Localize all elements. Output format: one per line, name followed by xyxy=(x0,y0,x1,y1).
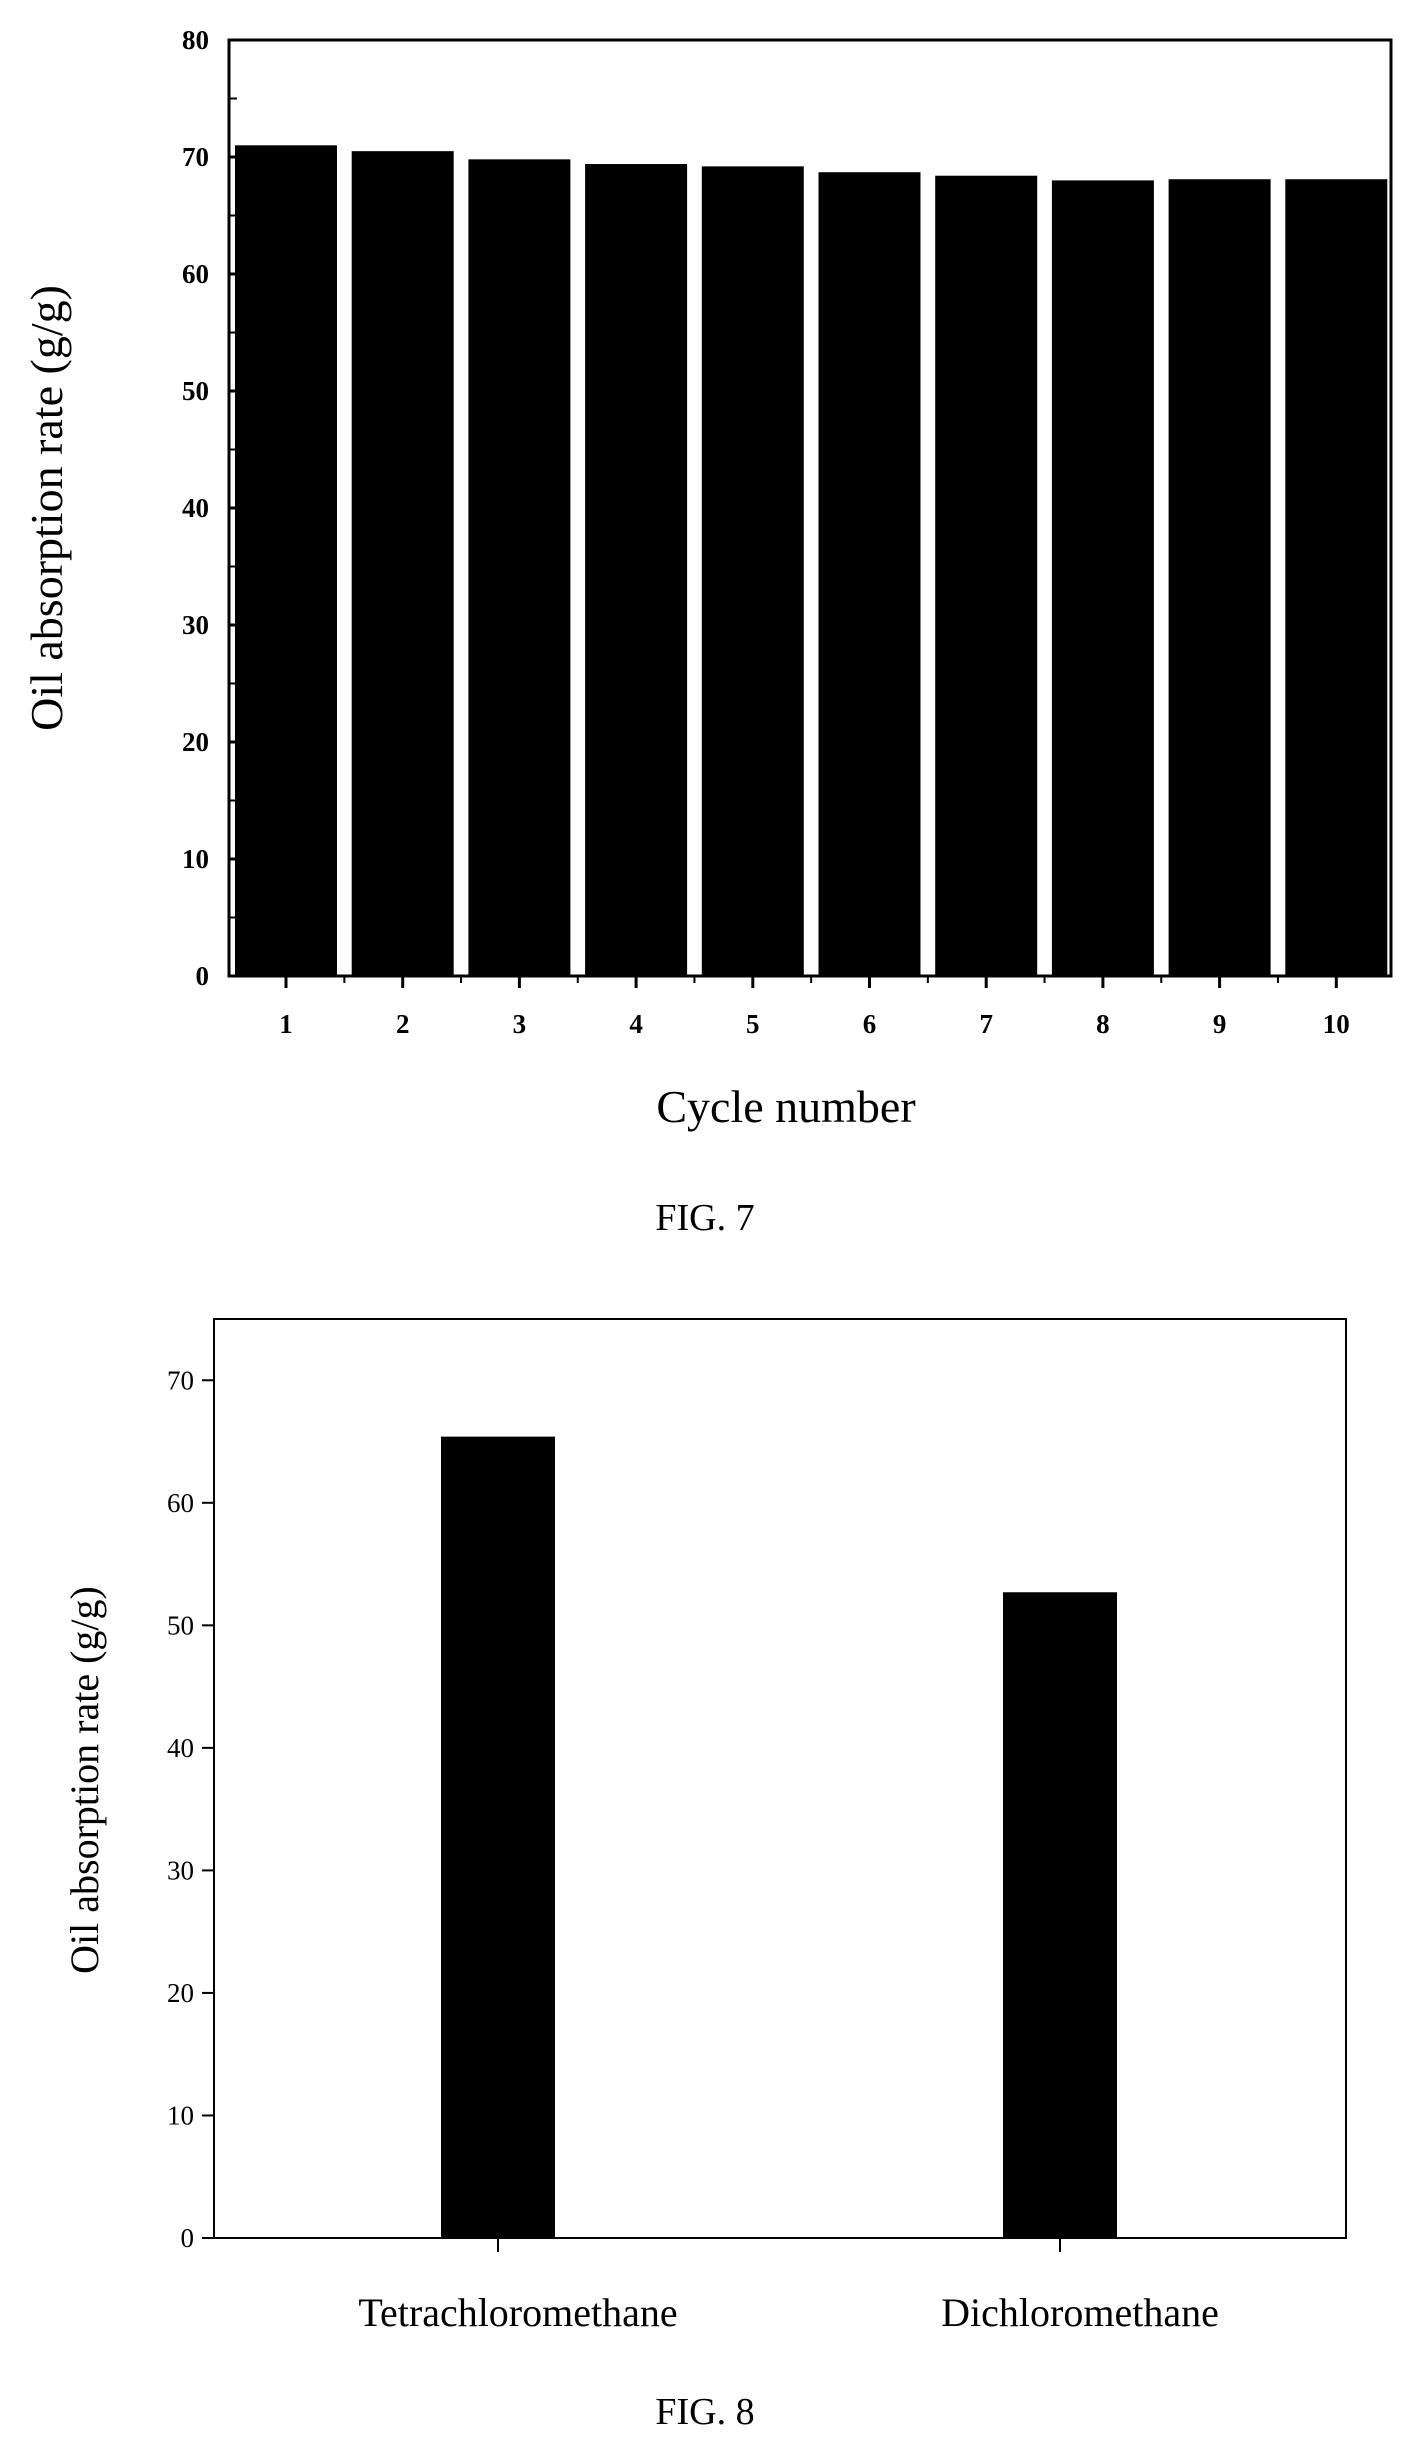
fig7-bar-cycle-2 xyxy=(351,151,454,976)
fig7-x-tick-label: 7 xyxy=(979,1009,993,1039)
fig7-y-axis: 0 10 20 30 40 50 60 70 80 xyxy=(182,25,243,991)
fig7-y-tick-label: 10 xyxy=(182,844,209,874)
fig7-y-tick-label: 70 xyxy=(182,142,209,172)
fig7-bar-cycle-1 xyxy=(235,145,337,977)
fig8-x-category-label: Tetrachloromethane xyxy=(358,2290,677,2335)
fig7-y-tick-label: 20 xyxy=(182,727,209,757)
fig7-y-tick-label: 30 xyxy=(182,610,209,640)
fig7-bar-cycle-9 xyxy=(1168,179,1271,977)
fig7-x-axis: 1 2 3 4 5 6 7 8 9 10 xyxy=(279,976,1350,1039)
fig7-bar-cycle-5 xyxy=(701,166,804,977)
fig7-x-axis-title: Cycle number xyxy=(656,1081,915,1132)
fig7-y-tick-label: 0 xyxy=(196,961,210,991)
fig8-y-tick-label: 70 xyxy=(167,1365,194,1395)
fig8-plot-frame xyxy=(213,1318,1347,2239)
fig7-x-tick-label: 4 xyxy=(629,1009,643,1039)
fig8-x-category-label: Dichloromethane xyxy=(941,2290,1219,2335)
fig7-x-tick-label: 2 xyxy=(396,1009,410,1039)
fig8-chart: 0 10 20 30 40 50 60 70 Tetrachloromethane Dichlo… xyxy=(62,1318,1347,2335)
fig7-y-tick-label: 60 xyxy=(182,259,209,289)
fig8-y-tick-label: 60 xyxy=(167,1488,194,1518)
fig7-bar-cycle-10 xyxy=(1285,179,1388,977)
fig8-bars xyxy=(441,1436,1117,2238)
fig8-y-tick-label: 30 xyxy=(167,1855,194,1885)
fig7-x-tick-label: 9 xyxy=(1213,1009,1227,1039)
fig8-caption: FIG. 8 xyxy=(655,2391,754,2433)
fig7-bar-cycle-6 xyxy=(818,172,921,976)
fig8-y-axis: 0 10 20 30 40 50 60 70 xyxy=(167,1365,214,2253)
fig7-bar-cycle-3 xyxy=(468,159,571,977)
fig7-y-tick-label: 40 xyxy=(182,493,209,523)
fig8-bar-tetrachloromethane xyxy=(441,1436,555,2238)
fig7-bar-cycle-8 xyxy=(1051,180,1154,976)
fig7-chart: 0 10 20 30 40 50 60 70 80 1 2 3 4 5 6 7 8 9 10 Oil absorp… xyxy=(21,25,1393,1132)
fig7-bar-cycle-7 xyxy=(935,175,1038,977)
fig7-x-tick-label: 5 xyxy=(746,1009,760,1039)
fig7-y-axis-title: Oil absorption rate (g/g) xyxy=(21,285,72,731)
fig8-y-tick-label: 20 xyxy=(167,1978,194,2008)
fig7-x-tick-label: 10 xyxy=(1323,1009,1350,1039)
fig7-caption: FIG. 7 xyxy=(655,1197,754,1239)
fig8-y-tick-label: 10 xyxy=(167,2100,194,2130)
fig8-bar-dichloromethane xyxy=(1003,1592,1117,2238)
fig8-y-axis-title: Oil absorption rate (g/g) xyxy=(62,1586,107,1974)
fig8-y-tick-label: 0 xyxy=(181,2223,195,2253)
fig7-x-tick-label: 3 xyxy=(513,1009,527,1039)
fig7-x-tick-label: 1 xyxy=(279,1009,293,1039)
fig8-x-axis: Tetrachloromethane Dichloromethane xyxy=(358,2238,1219,2335)
fig7-bar-cycle-4 xyxy=(585,164,688,976)
fig8-y-tick-label: 50 xyxy=(167,1610,194,1640)
fig7-bars xyxy=(235,145,1388,977)
fig7-x-tick-label: 8 xyxy=(1096,1009,1110,1039)
fig7-y-tick-label: 80 xyxy=(182,25,209,55)
fig8-y-tick-label: 40 xyxy=(167,1733,194,1763)
fig7-x-tick-label: 6 xyxy=(863,1009,877,1039)
fig7-y-tick-label: 50 xyxy=(182,376,209,406)
